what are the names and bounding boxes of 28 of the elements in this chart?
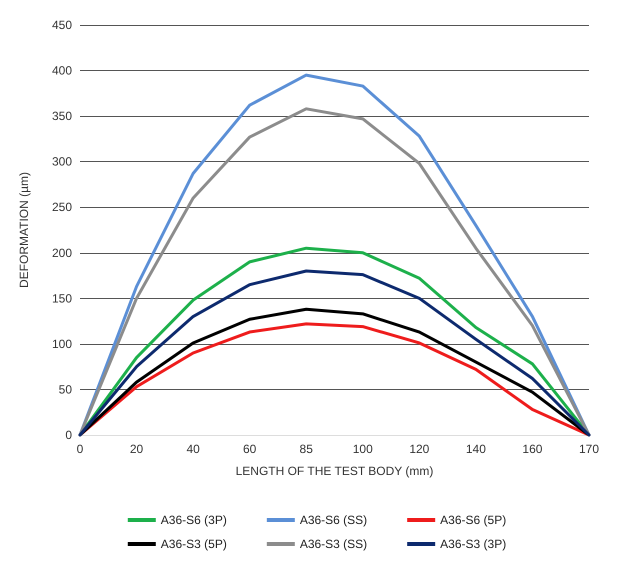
- legend-label: A36-S6 (SS): [300, 513, 368, 527]
- x-tick-label: 0: [76, 442, 84, 456]
- x-tick-label: 85: [300, 442, 314, 456]
- x-tick-label: 120: [409, 442, 430, 456]
- x-tick-label: 100: [352, 442, 374, 456]
- x-tick-label: 60: [242, 442, 257, 456]
- x-tick-label: 140: [466, 442, 486, 456]
- x-tick-label: 170: [578, 442, 600, 456]
- legend-label: A36-S3 (5P): [160, 537, 227, 551]
- y-tick-label: 350: [52, 109, 72, 124]
- y-tick-label: 200: [52, 246, 72, 260]
- legend-label: A36-S6 (5P): [440, 513, 506, 527]
- y-tick-label: 250: [52, 200, 72, 214]
- y-tick-label: 100: [52, 336, 72, 351]
- y-tick-label: 450: [52, 18, 72, 32]
- y-tick-label: 300: [52, 154, 72, 169]
- x-tick-label: 20: [130, 442, 144, 456]
- y-tick-label: 50: [58, 382, 72, 396]
- x-tick-label: 160: [522, 442, 543, 456]
- x-axis-title: LENGTH OF THE TEST BODY (mm): [236, 464, 434, 478]
- legend-label: A36-S3 (3P): [440, 537, 506, 551]
- y-tick-label: 0: [65, 428, 72, 442]
- legend-label: A36-S3 (SS): [300, 537, 368, 551]
- y-tick-label: 150: [52, 291, 72, 306]
- y-axis-title: DEFORMATION (µm): [17, 172, 31, 288]
- x-tick-label: 40: [186, 442, 200, 456]
- legend-label: A36-S6 (3P): [160, 513, 227, 527]
- y-tick-label: 400: [52, 64, 72, 78]
